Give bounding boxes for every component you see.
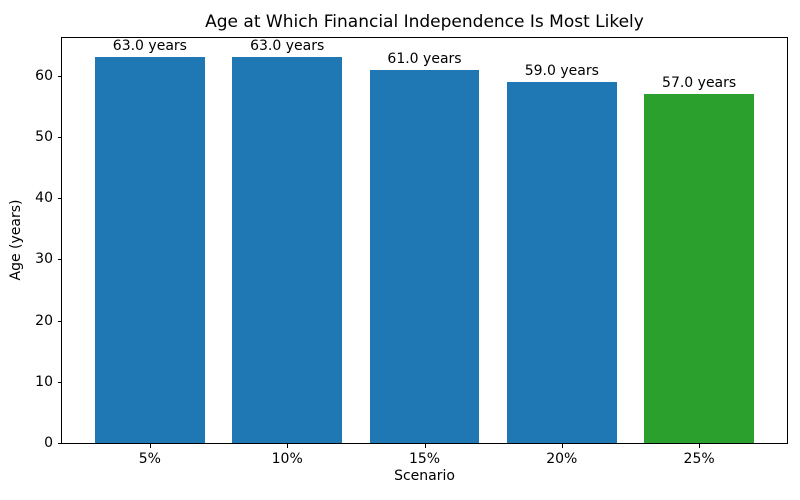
bar-value-label: 63.0 years	[250, 38, 325, 55]
bar-15%	[369, 69, 480, 443]
y-tick-mark	[58, 320, 62, 322]
y-tick-label: 30	[35, 251, 53, 268]
y-axis: 0 10 20 30 40 50 60	[0, 38, 62, 451]
x-axis: 5% 10% 15% 20% 25%	[62, 443, 787, 473]
bar-value-label: 61.0 years	[387, 50, 462, 67]
y-tick-label: 0	[44, 435, 53, 451]
y-tick-mark	[58, 198, 62, 200]
bar-5%	[94, 57, 205, 443]
y-tick-mark	[58, 75, 62, 77]
plot-area: 63.0 years 63.0 years 61.0 years 59.0 years…	[61, 37, 788, 444]
x-axis-label: Scenario	[394, 468, 455, 484]
x-tick-label: 15%	[408, 451, 441, 467]
y-tick-mark	[58, 259, 62, 261]
y-tick-label: 10	[35, 373, 53, 390]
y-tick-label: 20	[35, 312, 53, 329]
bar-value-label: 57.0 years	[662, 75, 737, 92]
x-tick-label: 10%	[271, 451, 303, 467]
y-tick-label: 50	[35, 128, 53, 145]
chart-title: Age at Which Financial Independence Is M…	[205, 12, 644, 32]
x-tick-mark	[287, 444, 289, 448]
bar-value-label: 63.0 years	[112, 38, 187, 55]
x-tick-mark	[149, 444, 151, 448]
x-tick-label: 5%	[138, 451, 161, 467]
x-tick-mark	[699, 444, 701, 448]
x-tick-label: 20%	[546, 451, 578, 467]
x-tick-mark	[424, 444, 426, 448]
bar-25%	[644, 94, 755, 443]
y-tick-label: 60	[35, 67, 53, 84]
y-tick-mark	[58, 443, 62, 444]
y-tick-mark	[58, 381, 62, 383]
y-tick-mark	[58, 136, 62, 138]
x-tick-label: 25%	[683, 451, 715, 467]
x-tick-mark	[561, 444, 563, 448]
bar-10%	[232, 57, 343, 443]
y-tick-label: 40	[35, 190, 53, 207]
bar-value-label: 59.0 years	[524, 62, 599, 79]
bar-20%	[506, 81, 617, 443]
